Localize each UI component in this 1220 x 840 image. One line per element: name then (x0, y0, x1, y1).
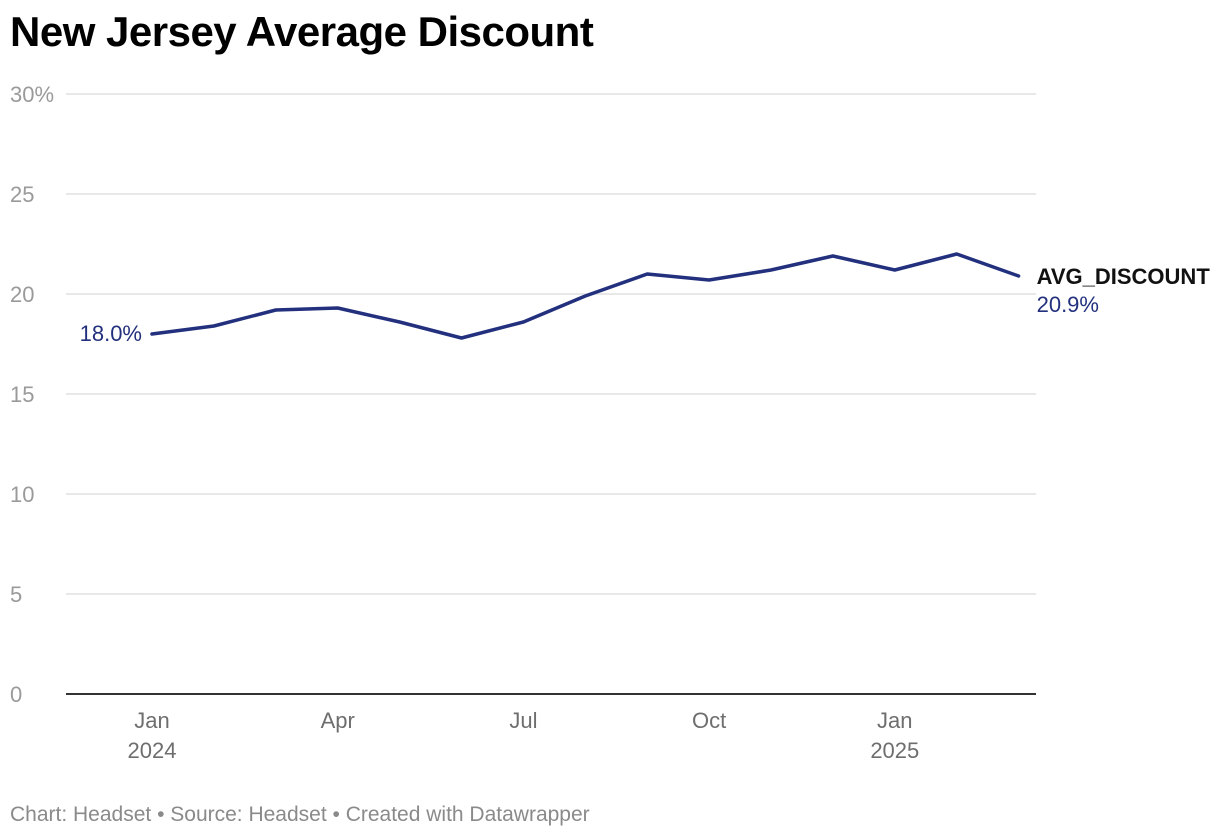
series-layer (150, 252, 1021, 340)
x-tick-label: Oct (692, 708, 726, 733)
x-tick-label: Jan (877, 708, 912, 733)
y-tick-label: 10 (10, 482, 34, 507)
y-tick-label: 15 (10, 382, 34, 407)
x-tick-label: Apr (321, 708, 355, 733)
x-tick-year-label: 2024 (128, 738, 177, 763)
x-tick-year-label: 2025 (870, 738, 919, 763)
x-axis-ticks: Jan 2024 Apr Jul Oct Jan 2025 (128, 708, 920, 763)
y-tick-label: 30% (10, 82, 54, 107)
y-axis-ticks: 30% 25 20 15 10 5 0 (10, 82, 54, 707)
chart-footer: Chart: Headset • Source: Headset • Creat… (10, 803, 590, 826)
y-tick-label: 5 (10, 582, 22, 607)
y-tick-label: 0 (10, 682, 22, 707)
line-chart: 30% 25 20 15 10 5 0 Jan 2024 Apr Jul Oct Jan 2025 18… (10, 82, 1211, 763)
x-tick-label: Jul (509, 708, 537, 733)
y-tick-label: 20 (10, 282, 34, 307)
chart-title: New Jersey Average Discount (10, 8, 594, 55)
start-value-label: 18.0% (80, 321, 142, 346)
end-value-label: 20.9% (1037, 292, 1099, 317)
gridlines (66, 93, 1036, 695)
data-labels: 18.0% AVG_DISCOUNT 20.9% (80, 264, 1211, 346)
y-tick-label: 25 (10, 182, 34, 207)
x-tick-label: Jan (134, 708, 169, 733)
series-name-label: AVG_DISCOUNT (1037, 264, 1211, 289)
